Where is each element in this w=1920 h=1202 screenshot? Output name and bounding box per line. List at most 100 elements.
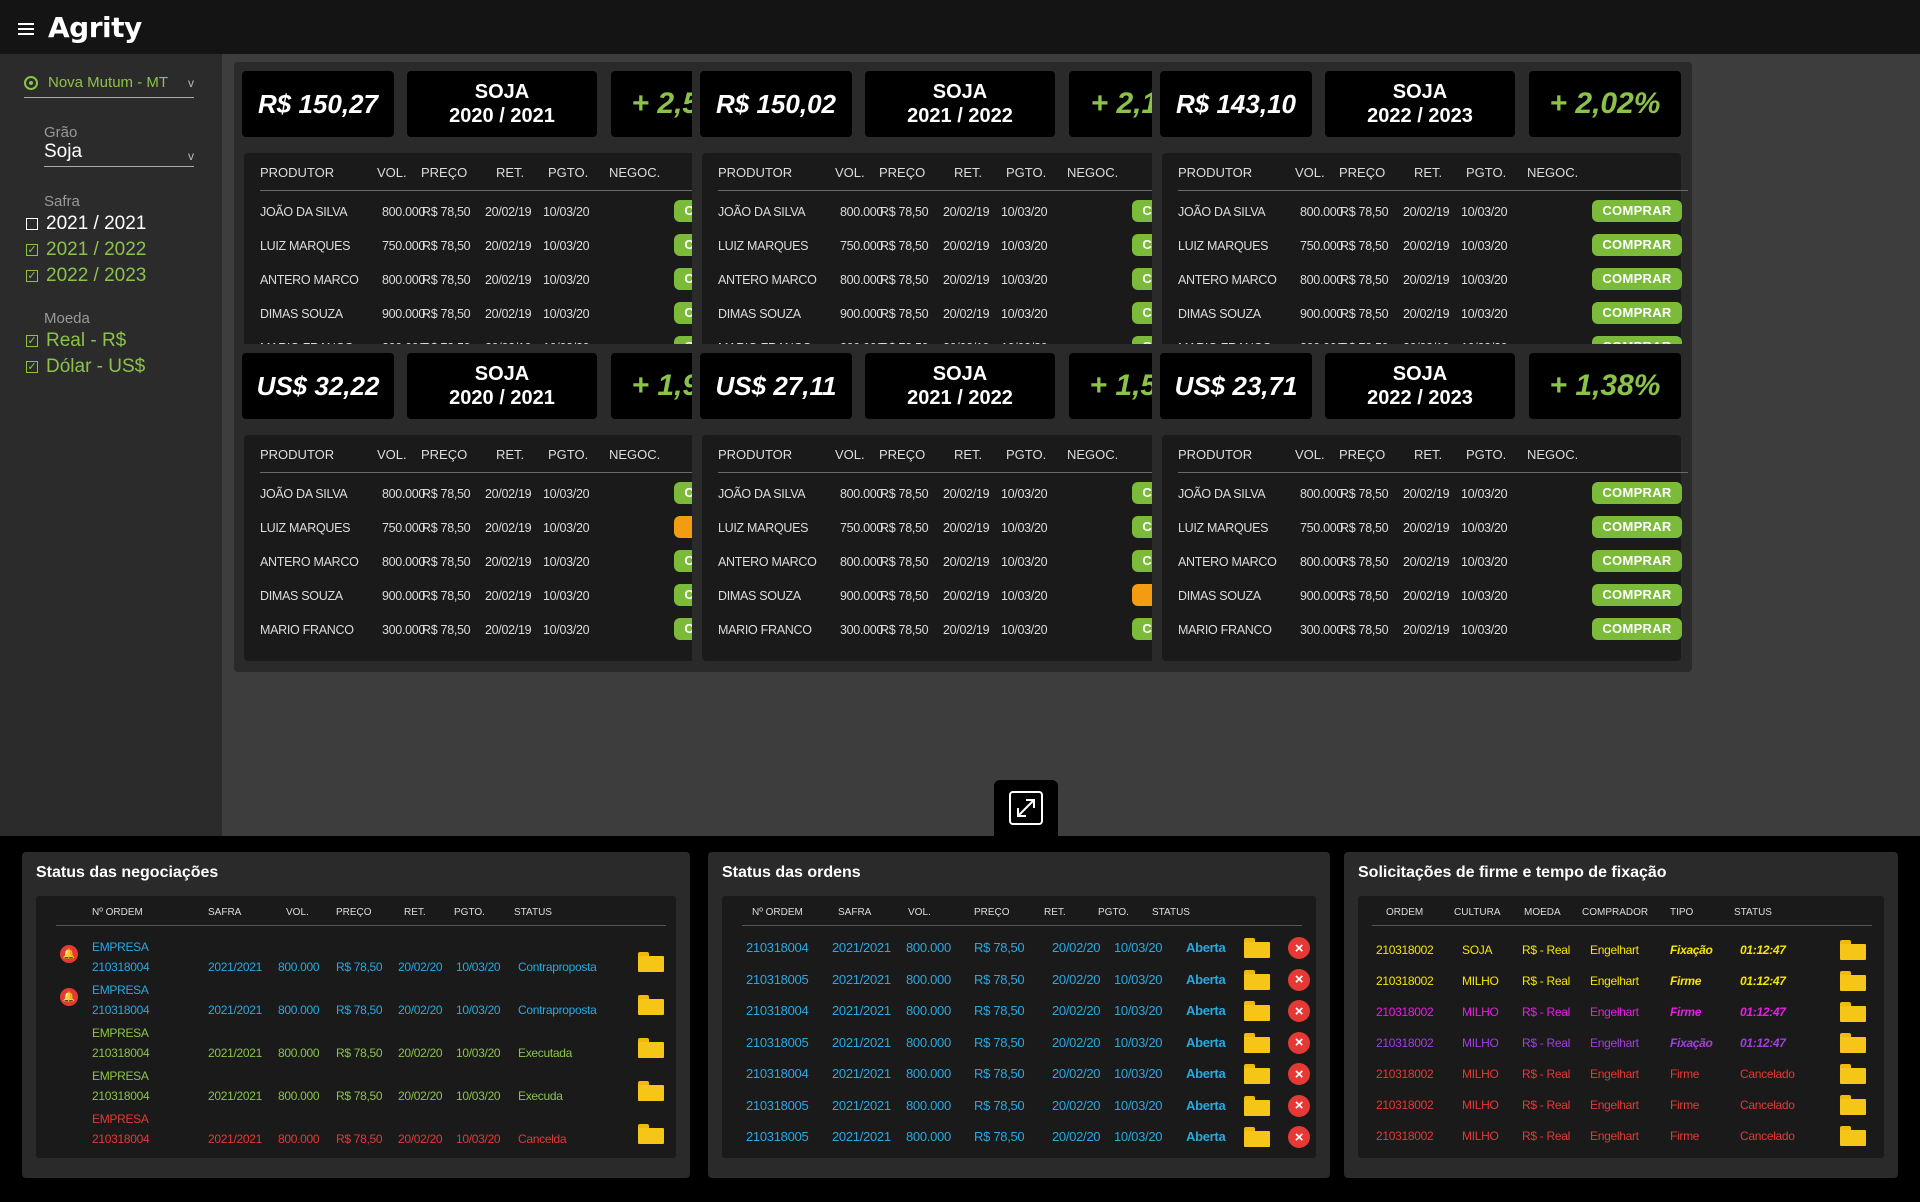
cell-currency: R$ - Real <box>1522 1098 1570 1112</box>
cell-vol: 800.000 <box>906 971 951 987</box>
menu-icon[interactable] <box>18 23 34 35</box>
harvests-option[interactable]: ✓ 2021 / 2022 <box>26 238 222 262</box>
offers-table: PRODUTOR VOL. PREÇO RET. PGTO. NEGOC. JOÃO DA … <box>702 435 1228 661</box>
folder-icon[interactable] <box>638 952 664 972</box>
checkbox-checked-icon[interactable]: ✓ <box>26 334 38 347</box>
header-pgto: PGTO. <box>1006 447 1047 462</box>
cancel-order-icon[interactable]: × <box>1288 1094 1310 1117</box>
header-produtor: PRODUTOR <box>260 447 335 462</box>
folder-icon[interactable] <box>1244 938 1270 958</box>
expand-button[interactable] <box>994 780 1058 836</box>
cell-pgto: 10/03/20 <box>1114 1129 1163 1144</box>
header-col: PGTO. <box>1098 907 1129 918</box>
cell-price: R$ 78,50 <box>880 623 929 637</box>
folder-icon[interactable] <box>1840 940 1866 960</box>
folder-icon[interactable] <box>1244 1064 1270 1084</box>
cell-safra: 2021/2021 <box>832 1097 891 1113</box>
folder-icon[interactable] <box>1244 1127 1270 1147</box>
request-row: 210318002 MILHO R$ - Real Engelhart Firme 01:… <box>1372 969 1872 993</box>
cell-order: 210318005 <box>746 1034 809 1050</box>
buy-button[interactable]: COMPRAR <box>1592 268 1682 290</box>
folder-icon[interactable] <box>638 1081 664 1101</box>
grain-select[interactable]: Soja v <box>44 141 194 167</box>
folder-icon[interactable] <box>1840 1095 1866 1115</box>
buy-button[interactable]: COMPRAR <box>1592 302 1682 324</box>
buy-button[interactable]: COMPRAR <box>1592 550 1682 572</box>
cell-name: DIMAS SOUZA <box>718 589 801 603</box>
cell-status: Aberta <box>1186 1097 1226 1113</box>
folder-icon[interactable] <box>638 1124 664 1144</box>
folder-icon[interactable] <box>638 995 664 1015</box>
buy-button[interactable]: COMPRAR <box>1592 618 1682 640</box>
checkbox-checked-icon[interactable]: ✓ <box>26 269 38 282</box>
location-select[interactable]: Nova Mutum - MT v <box>24 74 194 98</box>
cancel-order-icon[interactable]: × <box>1288 1063 1310 1085</box>
cell-vol: 900.000 <box>382 307 426 321</box>
folder-icon[interactable] <box>1840 1033 1866 1053</box>
request-row: 210318002 MILHO R$ - Real Engelhart Firme Can… <box>1372 1062 1872 1086</box>
cell-order: 210318002 <box>1376 974 1434 988</box>
cell-price: R$ 78,50 <box>974 940 1025 955</box>
currencies-option[interactable]: ✓ Real - R$ <box>26 329 222 353</box>
cell-ret: 20/02/20 <box>398 960 443 974</box>
folder-icon[interactable] <box>1244 1001 1270 1021</box>
cell-name: JOÃO DA SILVA <box>260 205 348 219</box>
checkbox-checked-icon[interactable]: ✓ <box>26 243 38 256</box>
cell-order: 210318002 <box>1376 1067 1434 1081</box>
folder-icon[interactable] <box>1840 1002 1866 1022</box>
checkbox-checked-icon[interactable]: ✓ <box>26 360 38 373</box>
cell-ret: 20/02/19 <box>485 521 532 535</box>
quote-card: US$ 23,71 SOJA 2022 / 2023 + 1,38% PRODUTOR V… <box>1152 344 1692 672</box>
cell-price: R$ 78,50 <box>336 1003 383 1017</box>
folder-icon[interactable] <box>638 1038 664 1058</box>
checkbox-empty-icon[interactable] <box>26 218 38 230</box>
cell-price: R$ 78,50 <box>880 307 929 321</box>
cell-pgto: 10/03/20 <box>1001 487 1048 501</box>
order-number: 210318004 <box>92 960 150 974</box>
header-col: RET. <box>404 907 426 918</box>
price-tile: R$ 143,10 <box>1160 71 1312 137</box>
cell-pgto: 10/03/20 <box>543 521 590 535</box>
cell-ret: 20/02/20 <box>1052 1003 1101 1018</box>
table-row: DIMAS SOUZA 900.000 R$ 78,50 20/02/19 10/03/… <box>1178 583 1688 607</box>
folder-icon[interactable] <box>1244 1095 1270 1116</box>
cell-status: 01:12:47 <box>1740 974 1786 988</box>
currencies-option[interactable]: ✓ Dólar - US$ <box>26 355 222 379</box>
folder-icon[interactable] <box>1244 969 1270 990</box>
cell-ret: 20/02/19 <box>943 273 990 287</box>
header-preco: PREÇO <box>421 447 468 462</box>
folder-icon[interactable] <box>1840 1126 1866 1146</box>
harvests-option[interactable]: 2021 / 2021 <box>26 212 222 236</box>
cell-pgto: 10/03/20 <box>456 960 501 974</box>
alert-bell-icon[interactable]: 🔔 <box>60 945 78 963</box>
cancel-order-icon[interactable]: × <box>1288 1126 1310 1148</box>
folder-icon[interactable] <box>1840 1064 1866 1084</box>
cancel-order-icon[interactable]: × <box>1288 1031 1310 1054</box>
folder-icon[interactable] <box>1244 1032 1270 1053</box>
cell-name: JOÃO DA SILVA <box>1178 205 1266 219</box>
alert-bell-icon[interactable]: 🔔 <box>60 988 78 1006</box>
cell-safra: 2021/2021 <box>832 1003 891 1018</box>
cancel-order-icon[interactable]: × <box>1288 1000 1310 1022</box>
season-label: 2021 / 2022 <box>907 105 1013 127</box>
folder-icon[interactable] <box>1840 971 1866 991</box>
cell-price: R$ 78,50 <box>974 1066 1025 1081</box>
cell-price: R$ 78,50 <box>880 205 929 219</box>
buy-button[interactable]: COMPRAR <box>1592 584 1682 606</box>
crop-name: SOJA <box>474 81 530 103</box>
cell-vol: 800.000 <box>840 273 884 287</box>
buy-button[interactable]: COMPRAR <box>1592 482 1682 504</box>
cancel-order-icon[interactable]: × <box>1288 968 1310 991</box>
harvests-option[interactable]: ✓ 2022 / 2023 <box>26 264 222 288</box>
cell-name: LUIZ MARQUES <box>260 521 351 535</box>
cancel-order-icon[interactable]: × <box>1288 937 1310 959</box>
cell-culture: MILHO <box>1462 1036 1499 1050</box>
buy-button[interactable]: COMPRAR <box>1592 516 1682 538</box>
cell-vol: 800.000 <box>382 273 426 287</box>
header-ret: RET. <box>1414 447 1443 462</box>
order-row: 210318005 2021/2021 800.000 R$ 78,50 20/02/2… <box>742 1125 1310 1151</box>
cell-order: 210318004 <box>746 1003 809 1018</box>
quotes-area: R$ 150,27 SOJA 2020 / 2021 + 2,50% PRODUTOR V… <box>222 54 1920 836</box>
buy-button[interactable]: COMPRAR <box>1592 200 1682 222</box>
buy-button[interactable]: COMPRAR <box>1592 234 1682 256</box>
